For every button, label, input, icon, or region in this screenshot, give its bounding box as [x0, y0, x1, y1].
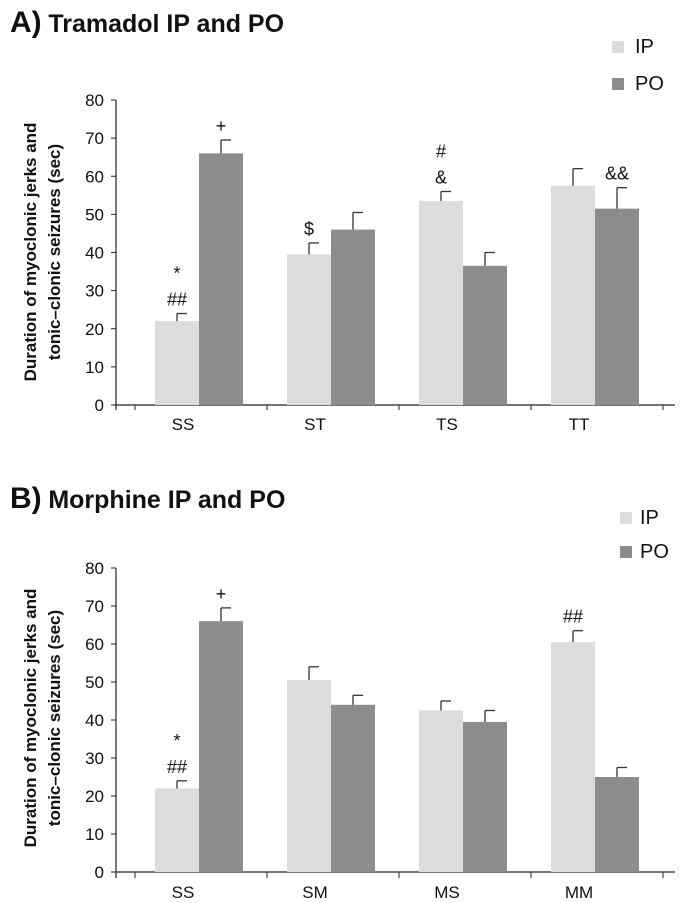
y-tick-label: 50: [85, 673, 104, 692]
y-axis-title: Duration of myoclonic jerks and: [21, 123, 40, 382]
bar-ip-ss: [155, 788, 199, 872]
y-tick-label: 80: [85, 559, 104, 578]
y-tick-label: 40: [85, 244, 104, 263]
panel-b-letter: B): [10, 482, 42, 515]
x-tick-label: MM: [565, 883, 593, 902]
x-tick-label: SS: [172, 883, 195, 902]
y-tick-label: 10: [85, 825, 104, 844]
y-axis-title: tonic–clonic seizures (sec): [45, 610, 64, 826]
legend-label-ip: IP: [635, 36, 654, 58]
bar-ip-tt: [551, 185, 595, 405]
x-tick-label: ST: [304, 415, 326, 434]
legend-swatch-ip: [612, 41, 624, 53]
y-tick-label: 0: [95, 396, 104, 415]
y-tick-label: 10: [85, 358, 104, 377]
legend-swatch-po: [612, 78, 624, 90]
significance-marker: &&: [605, 164, 629, 184]
significance-marker: ##: [167, 290, 187, 310]
y-tick-label: 20: [85, 787, 104, 806]
x-tick-label: MS: [434, 883, 460, 902]
bar-ip-mm: [551, 642, 595, 872]
bar-po-ss: [199, 153, 243, 405]
legend-label-ip: IP: [640, 507, 659, 529]
legend-swatch-ip: [620, 512, 632, 524]
significance-marker: *: [173, 731, 180, 751]
legend-swatch-po: [620, 546, 632, 558]
bar-ip-sm: [287, 680, 331, 872]
y-tick-label: 0: [95, 863, 104, 882]
bar-po-ms: [463, 721, 507, 872]
legend-label-po: PO: [635, 73, 664, 95]
significance-marker: *: [173, 264, 180, 284]
y-tick-label: 30: [85, 282, 104, 301]
y-tick-label: 30: [85, 749, 104, 768]
panel-a-title: A) Tramadol IP and PO: [10, 6, 284, 40]
x-tick-label: TT: [569, 415, 590, 434]
y-tick-label: 50: [85, 205, 104, 224]
x-tick-label: TS: [436, 415, 458, 434]
bar-po-ss: [199, 621, 243, 872]
bar-ip-ts: [419, 201, 463, 405]
significance-marker: #: [436, 142, 446, 162]
panel-b: B) Morphine IP and PO 0 10 20 30 40 50 60 70 80 S…: [0, 460, 684, 903]
significance-marker: &: [435, 168, 447, 188]
x-tick-label: SM: [302, 883, 328, 902]
bar-ip-ms: [419, 710, 463, 872]
panel-a: A) Tramadol IP and PO 0 10 20 30 40 50 60 70 80 S…: [0, 0, 684, 450]
significance-marker: +: [216, 116, 227, 136]
y-tick-label: 40: [85, 711, 104, 730]
significance-marker: ##: [563, 607, 583, 627]
bar-po-ts: [463, 265, 507, 405]
y-tick-label: 70: [85, 597, 104, 616]
significance-marker: ##: [167, 757, 187, 777]
panel-a-title-text: Tramadol IP and PO: [48, 10, 285, 38]
legend-label-po: PO: [640, 541, 669, 563]
panel-b-title: B) Morphine IP and PO: [10, 482, 285, 516]
y-axis-title: Duration of myoclonic jerks and: [21, 589, 40, 848]
y-tick-label: 60: [85, 167, 104, 186]
bar-po-tt: [595, 208, 639, 405]
panel-a-letter: A): [10, 6, 42, 39]
significance-marker: $: [304, 219, 314, 239]
y-tick-label: 60: [85, 635, 104, 654]
bar-ip-st: [287, 254, 331, 405]
chart-b: 0 10 20 30 40 50 60 70 80 SS SM MS MM * ## + ## IP PO Durat…: [21, 507, 675, 902]
y-tick-label: 20: [85, 320, 104, 339]
bar-po-st: [331, 229, 375, 405]
bar-ip-ss: [155, 321, 199, 405]
y-tick-label: 80: [85, 91, 104, 110]
x-tick-label: SS: [172, 415, 195, 434]
y-axis-title: tonic–clonic seizures (sec): [45, 144, 64, 360]
panel-b-title-text: Morphine IP and PO: [48, 486, 286, 514]
bar-po-sm: [331, 704, 375, 872]
bar-po-mm: [595, 777, 639, 872]
significance-marker: +: [216, 584, 227, 604]
y-tick-label: 70: [85, 129, 104, 148]
